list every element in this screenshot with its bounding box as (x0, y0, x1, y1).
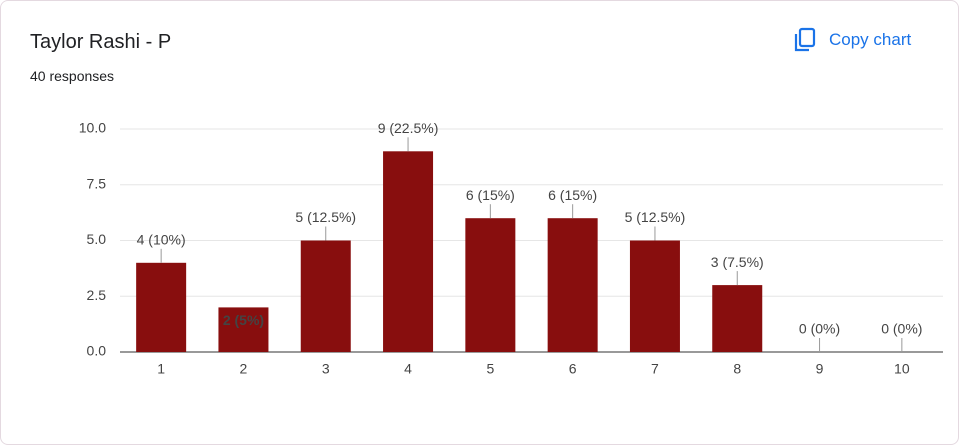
y-tick-label: 0.0 (87, 343, 107, 359)
value-label: 0 (0%) (799, 321, 840, 337)
bar (712, 285, 763, 352)
title: Taylor Rashi - P (30, 31, 172, 53)
x-tick-label: 7 (651, 361, 659, 377)
x-tick-label: 9 (816, 361, 824, 377)
value-label: 3 (7.5%) (711, 254, 764, 270)
value-label: 0 (0%) (881, 321, 922, 337)
x-tick-label: 2 (240, 361, 248, 377)
y-tick-label: 7.5 (87, 175, 107, 191)
x-tick-label: 4 (404, 361, 412, 377)
copy-chart-button[interactable]: Copy chart (793, 27, 911, 53)
bar (547, 218, 598, 352)
x-tick-label: 10 (894, 361, 910, 377)
x-tick-label: 5 (486, 361, 494, 377)
copy-icon (794, 27, 816, 52)
value-label: 4 (10%) (137, 232, 186, 248)
x-tick-label: 8 (733, 361, 741, 377)
bar (136, 262, 187, 352)
value-label: 2 (5%) (223, 312, 264, 328)
bar (465, 218, 516, 352)
x-tick-label: 1 (157, 361, 165, 377)
y-tick-label: 5.0 (87, 231, 107, 247)
bar (218, 307, 269, 352)
x-tick-label: 3 (322, 361, 330, 377)
copy-chart-label: Copy chart (829, 30, 912, 49)
value-label: 6 (15%) (466, 187, 515, 203)
value-label: 5 (12.5%) (625, 209, 686, 225)
bar (629, 240, 680, 352)
value-label: 5 (12.5%) (295, 209, 356, 225)
y-tick-label: 10.0 (79, 120, 106, 136)
value-label: 9 (22.5%) (378, 120, 439, 136)
y-tick-label: 2.5 (87, 287, 107, 303)
subtitle: 40 responses (30, 68, 115, 84)
bar (300, 240, 351, 352)
value-label: 6 (15%) (548, 187, 597, 203)
bar (383, 151, 434, 352)
x-tick-label: 6 (569, 361, 577, 377)
